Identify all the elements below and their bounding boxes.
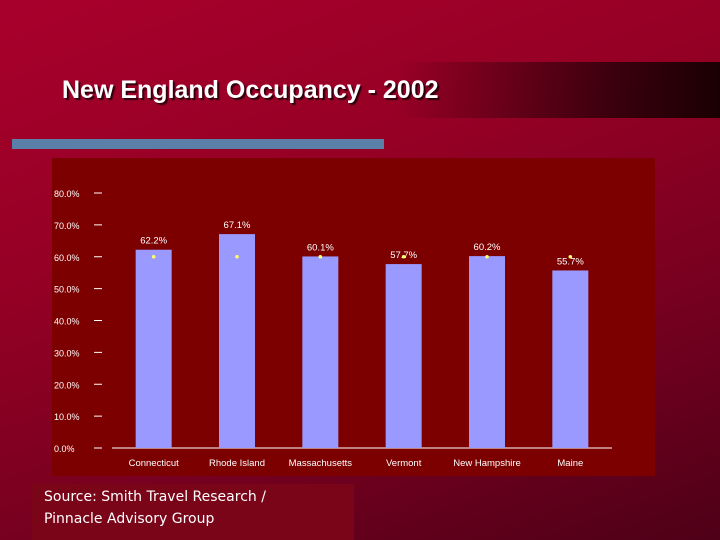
x-tick-label: New Hampshire bbox=[453, 458, 521, 469]
marker-point bbox=[485, 254, 489, 259]
accent-bar bbox=[12, 139, 384, 149]
x-tick-label: Connecticut bbox=[129, 458, 180, 469]
chart-area: 0.0% 10.0% 20.0% 30.0% 40.0% 50.0% 60.0% 70.0% 8… bbox=[52, 158, 655, 476]
y-tick-label: 60.0% bbox=[54, 253, 80, 263]
x-tick-label: Massachusetts bbox=[289, 458, 353, 469]
slide-title: New England Occupancy - 2002 bbox=[62, 76, 439, 104]
source-box bbox=[32, 484, 354, 540]
bar bbox=[385, 264, 422, 448]
source-text-line-2: Pinnacle Advisory Group bbox=[44, 511, 215, 527]
y-tick-label: 10.0% bbox=[54, 412, 80, 422]
x-tick-label: Vermont bbox=[386, 458, 422, 469]
bar bbox=[469, 256, 505, 448]
data-label: 60.1% bbox=[307, 242, 334, 253]
y-tick-label: 20.0% bbox=[54, 380, 80, 390]
source-text-line-1: Source: Smith Travel Research / bbox=[44, 489, 266, 505]
data-label: 60.2% bbox=[474, 242, 501, 253]
marker-point bbox=[235, 254, 239, 259]
data-label: 62.2% bbox=[140, 236, 167, 247]
data-label: 67.1% bbox=[224, 220, 251, 231]
marker-point bbox=[568, 254, 573, 259]
bar bbox=[135, 249, 172, 448]
y-tick-label: 30.0% bbox=[54, 348, 80, 358]
marker-point bbox=[151, 254, 156, 259]
marker-point bbox=[401, 254, 406, 259]
marker-point bbox=[318, 254, 323, 259]
title-band bbox=[0, 62, 720, 118]
bar bbox=[552, 270, 589, 448]
y-tick-label: 0.0% bbox=[54, 444, 75, 454]
bar-chart: 0.0% 10.0% 20.0% 30.0% 40.0% 50.0% 60.0% 70.0% 8… bbox=[54, 189, 612, 469]
bar bbox=[219, 234, 255, 448]
data-label: 55.7% bbox=[557, 256, 584, 267]
y-tick-label: 40.0% bbox=[54, 317, 80, 327]
y-tick-label: 50.0% bbox=[54, 285, 80, 295]
y-tick-label: 70.0% bbox=[54, 221, 80, 231]
bar bbox=[302, 256, 339, 448]
y-tick-label: 80.0% bbox=[54, 189, 80, 199]
data-label: 57.7% bbox=[390, 250, 417, 261]
x-tick-label: Maine bbox=[557, 458, 583, 469]
x-tick-label: Rhode Island bbox=[209, 458, 265, 469]
